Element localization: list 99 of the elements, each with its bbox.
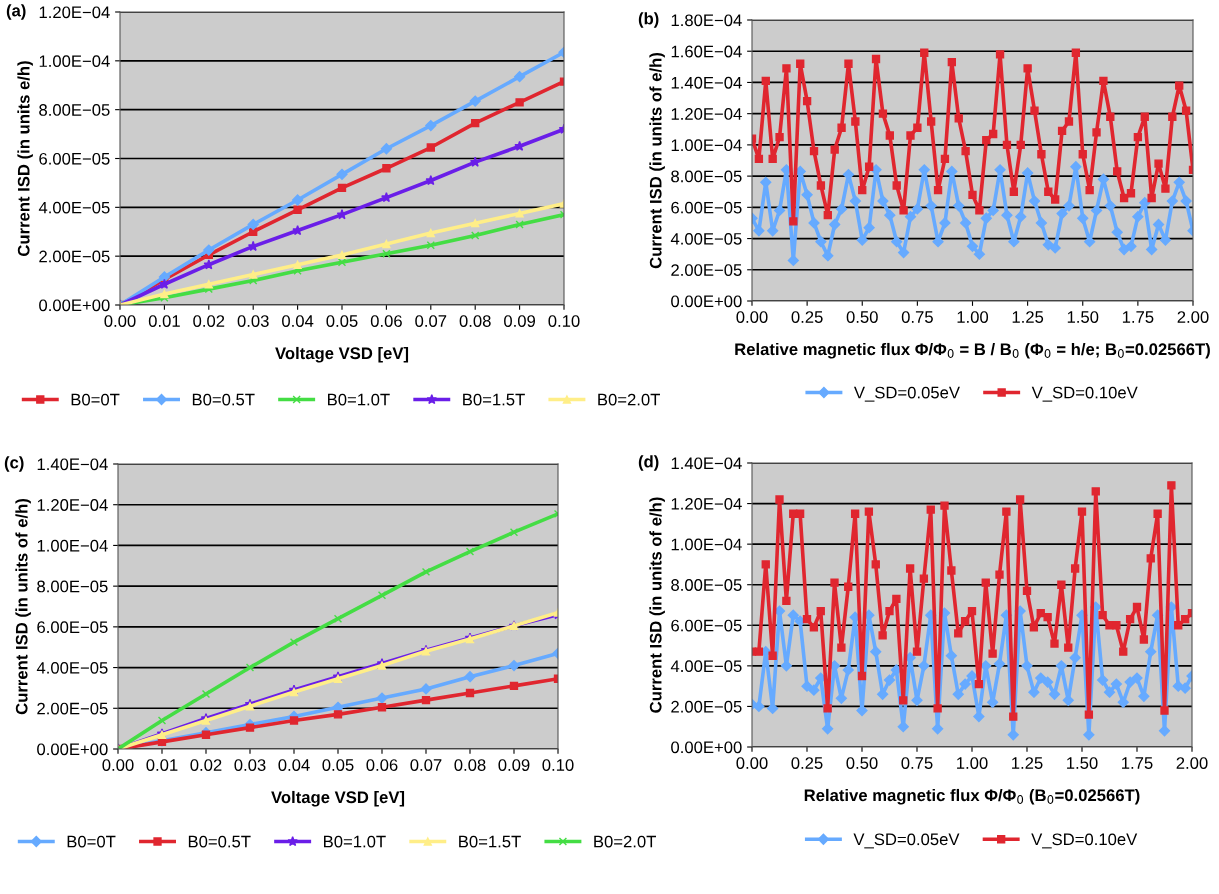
x-tick-label: 0.25 <box>791 311 823 323</box>
x-tick-label: 0.00 <box>736 311 768 323</box>
x-axis-title: Voltage VSD [eV] <box>275 346 409 363</box>
y-tick-label: 8.00E−05 <box>37 580 108 593</box>
y-tick-label: 4.00E−05 <box>36 661 108 674</box>
y-tick-label: 0.00E+00 <box>39 299 110 312</box>
x-tick-label: 0.04 <box>282 315 314 327</box>
x-tick-label: 0.08 <box>454 759 486 771</box>
x-tick-label: 1.00 <box>957 311 989 323</box>
y-tick-label: 6.00E−05 <box>671 619 742 632</box>
x-tick-label: 0.50 <box>846 757 878 769</box>
y-tick-label: 8.00E−05 <box>671 170 742 183</box>
legend-label: B0=1.0T <box>324 835 386 848</box>
text: Relative magnetic flux Φ/Φ$_{0}$ = B / B$_{0}$ (Φ$_{0}$ = h/e; B$_{0}$=0.02566T) <box>735 342 1210 359</box>
y-tick-label: 8.00E−05 <box>671 579 742 591</box>
x-tick-label: 0.10 <box>542 759 574 771</box>
y-tick-label: 4.00E−05 <box>670 660 742 673</box>
y-tick-label: 4.00E−05 <box>670 232 742 245</box>
x-tick-label: 0.00 <box>736 757 768 769</box>
x-tick-label: 0.25 <box>791 757 823 769</box>
x-tick-label: 2.00 <box>1176 757 1208 769</box>
y-tick-label: 0.00E+00 <box>37 743 108 756</box>
x-tick-label: 1.25 <box>1012 311 1044 323</box>
y-tick-label: 1.40E−04 <box>37 458 108 471</box>
legend-label: V_SD=0.10eV <box>1031 833 1138 849</box>
y-tick-label: 2.00E−05 <box>671 264 742 276</box>
x-tick-label: 0.10 <box>548 315 580 327</box>
y-axis-title: Current ISD (in units of e/h) <box>649 52 665 269</box>
x-tick-label: 0.07 <box>410 759 442 771</box>
x-tick-label: 1.75 <box>1122 757 1153 769</box>
chart-title: (a) <box>6 4 26 20</box>
y-tick-label: 1.40E−04 <box>671 457 742 470</box>
y-tick-label: 6.00E−05 <box>671 201 742 214</box>
y-tick-label: 0.00E+00 <box>671 741 742 754</box>
legend-label: B0=0T <box>67 835 116 848</box>
legend-label: V_SD=0.10eV <box>1031 386 1138 402</box>
x-tick-label: 0.09 <box>504 315 536 327</box>
y-tick-label: 2.00E−05 <box>671 700 742 713</box>
legend-label: B0=0.5T <box>188 835 251 848</box>
y-tick-label: 1.80E−04 <box>671 14 742 27</box>
x-axis-title: Relative magnetic flux Φ/Φ$_{0}$ (B$_{0}$=0.02566T) <box>804 788 1140 805</box>
x-tick-label: 0.04 <box>278 759 310 771</box>
legend-label: B0=2.0T <box>598 393 660 406</box>
x-tick-label: 0.07 <box>415 315 447 327</box>
y-tick-label: 4.00E−05 <box>38 201 110 214</box>
y-tick-label: 1.20E−04 <box>37 499 108 511</box>
x-tick-label: 1.50 <box>1067 311 1099 323</box>
y-tick-label: 1.20E−04 <box>671 108 742 120</box>
y-axis-title: Current ISD (in units e/h) <box>17 61 33 256</box>
legend-label: B0=1.5T <box>463 393 525 406</box>
x-tick-label: 0.75 <box>901 311 933 323</box>
y-tick-label: 1.00E−04 <box>671 538 742 551</box>
x-tick-label: 0.01 <box>146 759 178 771</box>
chart-title: (b) <box>638 12 659 28</box>
legend-label: B0=2.0T <box>594 835 656 848</box>
y-tick-label: 6.00E−05 <box>37 621 108 634</box>
legend-label: V_SD=0.05eV <box>853 833 960 849</box>
legend-label: B0=1.0T <box>328 393 390 406</box>
y-tick-label: 6.00E−05 <box>39 152 110 165</box>
x-tick-label: 0.75 <box>901 757 933 769</box>
y-tick-label: 1.00E−04 <box>39 55 110 68</box>
y-tick-label: 1.00E−04 <box>671 139 742 152</box>
y-tick-label: 1.40E−04 <box>671 76 742 89</box>
x-tick-label: 0.00 <box>102 759 134 771</box>
x-tick-label: 0.05 <box>326 315 358 327</box>
y-tick-label: 1.20E−04 <box>671 497 742 510</box>
x-tick-label: 0.50 <box>846 311 878 323</box>
x-tick-label: 0.00 <box>104 315 136 327</box>
y-tick-label: 1.20E−04 <box>39 6 110 19</box>
y-tick-label: 2.00E−05 <box>37 702 108 715</box>
x-tick-label: 0.03 <box>237 315 269 327</box>
legend-label: B0=0.5T <box>192 393 255 406</box>
y-tick-label: 0.00E+00 <box>671 295 742 308</box>
y-tick-label: 1.60E−04 <box>671 45 742 58</box>
x-tick-label: 0.09 <box>498 759 530 771</box>
x-tick-label: 2.00 <box>1177 311 1209 323</box>
x-tick-label: 1.75 <box>1122 311 1154 323</box>
legend-label: B0=1.5T <box>459 835 521 848</box>
x-tick-label: 1.00 <box>957 757 988 769</box>
y-tick-label: 8.00E−05 <box>39 104 110 116</box>
x-tick-label: 0.01 <box>148 315 180 327</box>
x-tick-label: 0.06 <box>366 759 398 771</box>
legend-label: B0=0T <box>71 393 120 406</box>
x-tick-label: 0.02 <box>193 315 225 327</box>
x-tick-label: 0.06 <box>370 315 402 327</box>
x-tick-label: 0.02 <box>190 759 222 771</box>
x-tick-label: 1.25 <box>1012 757 1043 769</box>
y-tick-label: 2.00E−05 <box>39 250 110 263</box>
x-tick-label: 0.05 <box>322 759 354 771</box>
chart-title: (d) <box>638 455 659 471</box>
x-tick-label: 0.08 <box>459 315 491 327</box>
x-tick-label: 1.50 <box>1067 757 1098 769</box>
y-tick-label: 1.00E−04 <box>37 539 108 552</box>
legend-label: V_SD=0.05eV <box>853 386 960 402</box>
y-axis-title: Current ISD (in units of e/h) <box>649 497 665 713</box>
x-tick-label: 0.03 <box>234 759 266 771</box>
x-axis-title: Voltage VSD [eV] <box>271 790 405 807</box>
chart-title: (c) <box>4 456 24 472</box>
y-axis-title: Current ISD (in units of e/h) <box>15 498 31 715</box>
